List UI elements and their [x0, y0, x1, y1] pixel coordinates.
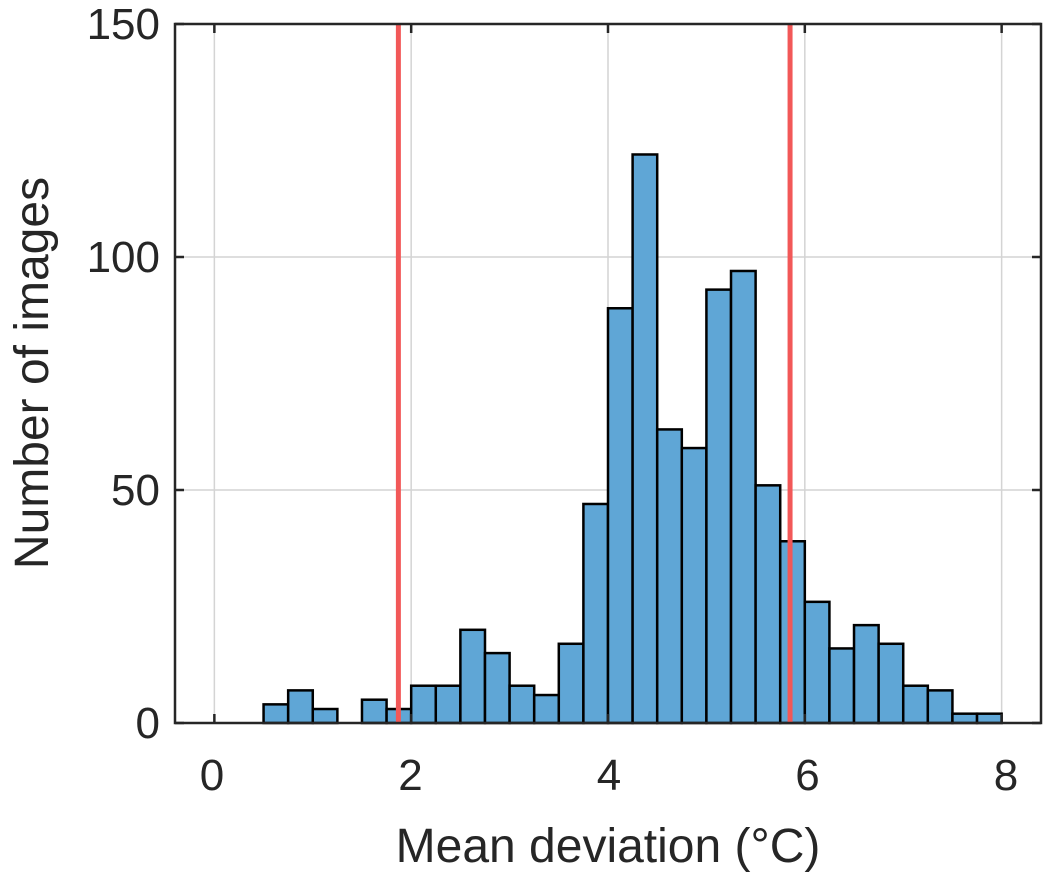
histogram-bar: [409, 684, 438, 725]
histogram-bar: [754, 484, 782, 725]
histogram-bar: [852, 623, 880, 725]
histogram-bar: [926, 689, 954, 725]
histogram-bars: [262, 153, 1003, 725]
histogram-bar: [631, 153, 659, 725]
histogram-bar: [582, 502, 610, 725]
histogram-bar: [311, 707, 339, 725]
x-tick-label-4: 4: [597, 751, 621, 800]
histogram-bar: [360, 698, 388, 725]
histogram-bar: [557, 642, 585, 725]
histogram-bar: [951, 712, 979, 725]
histogram-bar: [877, 642, 905, 725]
histogram-bar: [606, 307, 634, 725]
histogram-bar: [459, 628, 487, 725]
x-tick-label-0: 0: [200, 751, 224, 800]
histogram-bar: [901, 684, 930, 725]
x-tick-label-6: 6: [795, 751, 819, 800]
y-tick-label-0: 0: [136, 699, 160, 748]
histogram-bar: [434, 684, 462, 725]
histogram-bar: [975, 712, 1003, 725]
y-tick-label-100: 100: [87, 233, 160, 282]
y-axis-label: Number of images: [6, 177, 59, 569]
y-tick-label-50: 50: [111, 466, 160, 515]
histogram-bar: [729, 269, 757, 725]
x-tick-label-2: 2: [398, 751, 422, 800]
histogram-bar: [532, 693, 561, 725]
y-tick-label-150: 150: [87, 0, 160, 49]
axis-ticks: [175, 22, 1041, 725]
histogram-bar: [286, 689, 315, 725]
x-axis-label: Mean deviation (°C): [396, 820, 821, 873]
histogram-bar: [828, 647, 856, 725]
reference-lines: [395, 24, 793, 723]
histogram-bar: [655, 428, 684, 725]
histogram-bar: [680, 446, 708, 725]
x-tick-label-8: 8: [994, 751, 1018, 800]
histogram-bar: [705, 288, 733, 725]
histogram-bar: [483, 651, 511, 725]
histogram-bar: [508, 684, 536, 725]
histogram-bar: [803, 600, 831, 725]
histogram-bar: [262, 703, 290, 725]
